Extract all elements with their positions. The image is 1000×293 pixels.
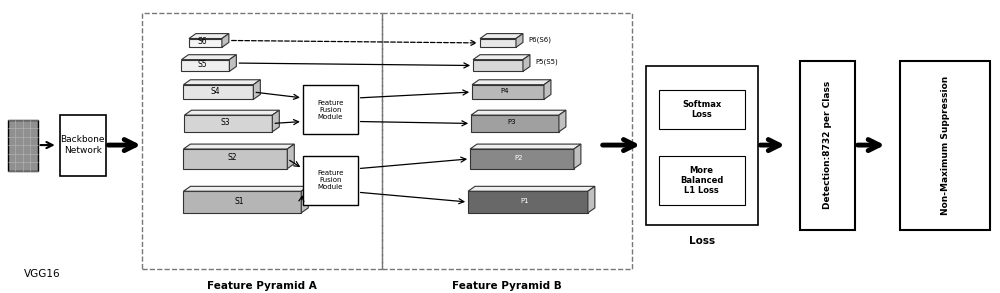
Polygon shape <box>480 38 516 47</box>
Text: P1: P1 <box>521 198 529 204</box>
Text: Feature
Fusion
Module: Feature Fusion Module <box>317 100 343 120</box>
Text: Feature Pyramid A: Feature Pyramid A <box>207 281 317 291</box>
Polygon shape <box>471 115 559 132</box>
Text: S3: S3 <box>221 118 230 127</box>
Bar <box>659 90 745 129</box>
Polygon shape <box>468 186 595 191</box>
Polygon shape <box>470 149 574 169</box>
Text: Non-Maximum Suppression: Non-Maximum Suppression <box>941 75 950 215</box>
Text: S6: S6 <box>198 38 207 47</box>
Polygon shape <box>473 59 523 71</box>
Polygon shape <box>480 34 523 38</box>
Bar <box>382 13 632 269</box>
Text: P2: P2 <box>515 155 523 161</box>
Polygon shape <box>189 34 229 38</box>
Text: P6(S6): P6(S6) <box>528 36 551 43</box>
Polygon shape <box>181 59 229 71</box>
Polygon shape <box>287 144 294 169</box>
Polygon shape <box>183 80 260 85</box>
Polygon shape <box>222 34 229 47</box>
Text: Loss: Loss <box>689 236 715 246</box>
Bar <box>303 85 358 134</box>
Polygon shape <box>181 55 236 59</box>
Text: S5: S5 <box>198 60 207 69</box>
Text: S1: S1 <box>235 197 244 206</box>
Bar <box>646 66 758 225</box>
Text: P4: P4 <box>501 88 509 94</box>
Polygon shape <box>183 149 287 169</box>
Bar <box>60 115 106 176</box>
Text: More
Balanced
L1 Loss: More Balanced L1 Loss <box>680 166 723 195</box>
Polygon shape <box>473 55 530 59</box>
Polygon shape <box>184 115 272 132</box>
Polygon shape <box>183 144 294 149</box>
Text: P5(S5): P5(S5) <box>535 59 558 65</box>
Polygon shape <box>301 186 308 213</box>
Polygon shape <box>471 110 566 115</box>
Polygon shape <box>472 80 551 85</box>
Polygon shape <box>472 85 544 99</box>
Polygon shape <box>183 191 301 213</box>
Polygon shape <box>470 144 581 149</box>
Text: Backbone
Network: Backbone Network <box>60 135 105 155</box>
Polygon shape <box>272 110 279 132</box>
Bar <box>659 156 745 205</box>
Polygon shape <box>523 55 530 71</box>
Text: Softmax
Loss: Softmax Loss <box>682 100 721 120</box>
Polygon shape <box>184 110 279 115</box>
Polygon shape <box>588 186 595 213</box>
Polygon shape <box>183 85 253 99</box>
Polygon shape <box>468 191 588 213</box>
Text: Detection:8732 per Class: Detection:8732 per Class <box>823 81 832 209</box>
Polygon shape <box>516 34 523 47</box>
Polygon shape <box>8 120 38 171</box>
Text: S4: S4 <box>211 86 220 96</box>
Text: S2: S2 <box>228 153 237 162</box>
Bar <box>900 61 990 229</box>
Bar <box>800 61 855 229</box>
Text: VGG16: VGG16 <box>24 269 61 279</box>
Bar <box>142 13 382 269</box>
Text: Feature
Fusion
Module: Feature Fusion Module <box>317 171 343 190</box>
Polygon shape <box>183 186 308 191</box>
Polygon shape <box>253 80 260 99</box>
Polygon shape <box>189 38 222 47</box>
Polygon shape <box>559 110 566 132</box>
Polygon shape <box>574 144 581 169</box>
Polygon shape <box>229 55 236 71</box>
Text: P3: P3 <box>508 120 516 125</box>
Text: Feature Pyramid B: Feature Pyramid B <box>452 281 562 291</box>
Polygon shape <box>544 80 551 99</box>
Bar <box>303 156 358 205</box>
